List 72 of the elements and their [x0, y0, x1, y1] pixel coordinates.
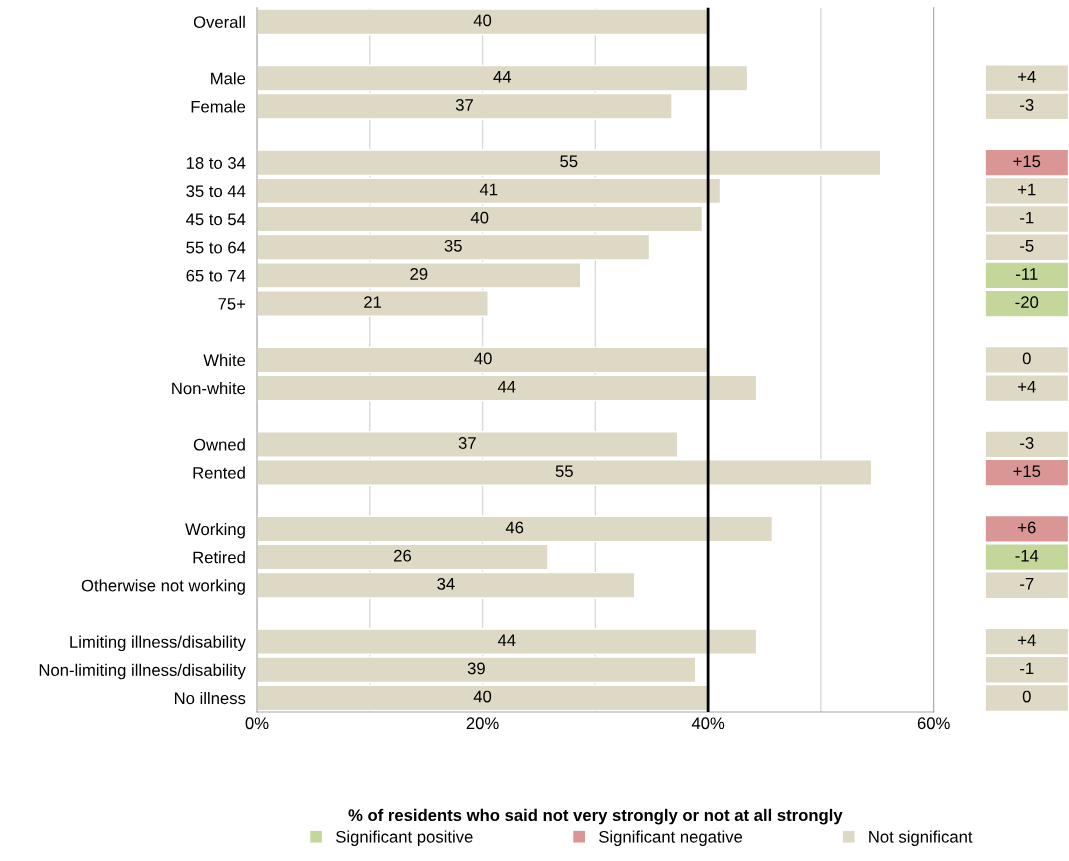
text: +4 — [1018, 380, 1036, 393]
text: +15 — [1013, 465, 1041, 478]
data-label: 40 — [474, 352, 492, 365]
data-label: 40 — [473, 14, 492, 27]
data-label: 55 — [555, 465, 573, 478]
text: -20 — [1015, 296, 1039, 309]
y-tick-label: 65 to 74 — [186, 269, 246, 282]
bar — [256, 515, 774, 543]
text: -1 — [1020, 211, 1034, 224]
text: -5 — [1020, 240, 1034, 252]
x-tick-label: 20% — [466, 717, 499, 730]
data-label: 44 — [497, 380, 516, 393]
y-tick-label: 35 to 44 — [186, 185, 246, 198]
text: +4 — [1018, 71, 1036, 83]
y-tick-label: 55 to 64 — [186, 241, 246, 254]
y-tick-label: 75+ — [218, 298, 246, 310]
bar — [256, 205, 704, 233]
bar — [256, 374, 758, 402]
y-tick-label: Working — [185, 522, 245, 539]
data-label: 44 — [493, 71, 512, 83]
bar — [256, 543, 549, 571]
bar — [256, 8, 709, 36]
text: -3 — [1020, 99, 1034, 111]
y-tick-label: No illness — [175, 691, 246, 705]
legend-label: Not significant — [869, 830, 973, 846]
text: 0 — [1022, 690, 1031, 703]
text: +1 — [1018, 183, 1036, 196]
y-tick-label: Female — [191, 100, 246, 113]
text: 0 — [1022, 352, 1031, 365]
y-tick-label: Owned — [193, 438, 245, 451]
data-label: 40 — [473, 690, 492, 703]
data-label: 29 — [410, 268, 428, 280]
x-tick-label: 40% — [691, 717, 725, 730]
bar — [256, 571, 636, 599]
data-label: 21 — [364, 296, 382, 308]
text: -3 — [1020, 437, 1034, 449]
data-label: 26 — [394, 549, 412, 562]
y-tick-label: Retired — [193, 551, 245, 564]
text: +4 — [1018, 634, 1036, 646]
data-label: 55 — [560, 155, 578, 168]
data-label: 40 — [470, 211, 489, 224]
legend-label: Significant negative — [599, 830, 743, 846]
x-axis-title: % of residents who said not very strongly or not at all strongly — [348, 808, 843, 825]
text: -1 — [1020, 662, 1034, 675]
text: -11 — [1016, 268, 1038, 280]
text: -14 — [1015, 549, 1039, 562]
legend-label: Significant positive — [336, 830, 473, 846]
text: +15 — [1013, 155, 1041, 168]
data-label: 41 — [479, 183, 498, 196]
data-label: 46 — [505, 521, 524, 534]
y-tick-label: Rented — [193, 466, 245, 479]
data-label: 39 — [467, 662, 485, 675]
text: +6 — [1018, 521, 1036, 534]
data-label: 37 — [458, 437, 476, 449]
y-tick-label: Non-white — [172, 382, 246, 395]
data-label: 35 — [444, 239, 462, 252]
bar — [256, 684, 709, 712]
data-label: 44 — [497, 634, 516, 646]
bar — [256, 346, 710, 374]
y-tick-label: Limiting illness/disability — [70, 635, 246, 652]
y-tick-label: Otherwise not working — [81, 579, 245, 595]
x-tick-label: 0% — [245, 717, 269, 730]
y-tick-label: Overall — [193, 15, 245, 29]
data-label: 34 — [437, 577, 455, 590]
text: -7 — [1020, 578, 1034, 590]
x-tick-label: 60% — [917, 717, 950, 730]
y-tick-label: Non-limiting illness/disability — [39, 663, 246, 680]
y-tick-label: 45 to 54 — [186, 213, 246, 226]
y-tick-label: White — [203, 353, 246, 367]
data-label: 37 — [455, 99, 473, 111]
y-tick-label: Male — [211, 72, 246, 85]
y-tick-label: 18 to 34 — [186, 157, 246, 169]
